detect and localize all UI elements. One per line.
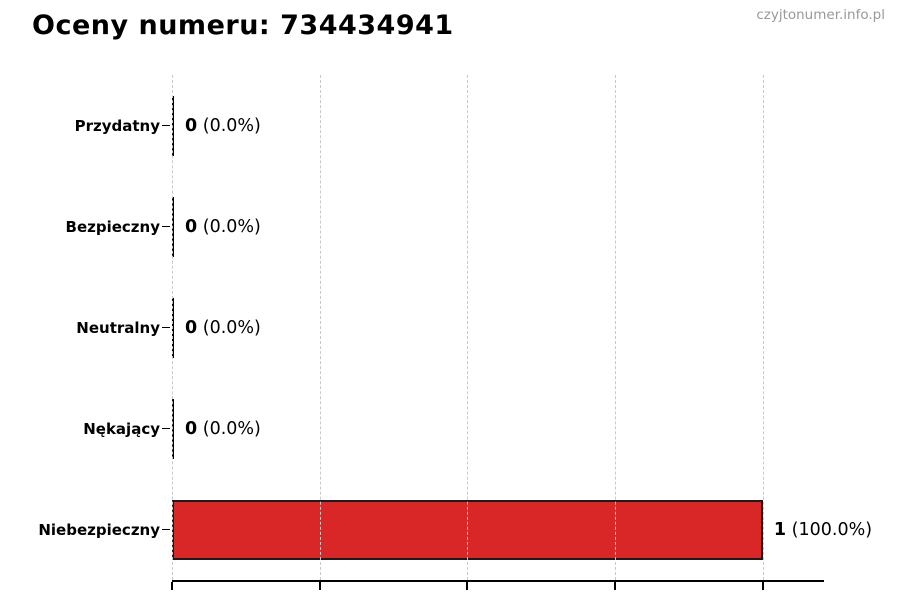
gridline: [467, 75, 469, 580]
value-count: 0: [185, 418, 198, 439]
y-axis-tick: [162, 124, 170, 126]
value-percent: (0.0%): [197, 115, 261, 136]
value-count: 1: [773, 519, 787, 540]
x-axis-tick: [171, 582, 173, 590]
value-label-niebezpieczny: 1 (100.0%): [774, 520, 872, 540]
gridline: [319, 75, 321, 580]
gridline: [762, 75, 764, 580]
category-label-nekajacy: Nękający: [83, 419, 160, 438]
x-axis-tick: [318, 582, 321, 590]
value-label-przydatny: 0 (0.0%): [185, 116, 261, 136]
x-axis-tick: [761, 582, 764, 590]
value-count: 0: [185, 115, 198, 136]
x-axis-tick: [614, 582, 617, 590]
value-percent: (0.0%): [197, 317, 261, 338]
bar-neutralny: [172, 297, 174, 358]
y-axis-tick: [162, 427, 170, 429]
value-label-neutralny: 0 (0.0%): [185, 318, 261, 338]
bar-nekajacy: [172, 398, 174, 459]
chart-title: Oceny numeru: 734434941: [32, 10, 454, 41]
value-label-bezpieczny: 0 (0.0%): [185, 217, 261, 237]
value-count: 0: [185, 317, 198, 338]
x-axis-tick: [466, 582, 469, 590]
y-axis-tick: [162, 528, 170, 530]
bar-bezpieczny: [172, 196, 174, 257]
gridline: [172, 75, 173, 580]
bar-przydatny: [172, 95, 174, 156]
watermark-text: czyjtonumer.info.pl: [756, 7, 885, 23]
x-axis-line: [172, 580, 824, 582]
value-label-nekajacy: 0 (0.0%): [185, 419, 261, 439]
value-percent: (0.0%): [197, 418, 261, 439]
category-label-niebezpieczny: Niebezpieczny: [38, 520, 160, 539]
category-label-bezpieczny: Bezpieczny: [65, 217, 160, 236]
gridline: [615, 75, 617, 580]
value-percent: (100.0%): [786, 519, 873, 540]
value-percent: (0.0%): [197, 216, 261, 237]
category-label-neutralny: Neutralny: [76, 318, 160, 337]
y-axis-tick: [162, 326, 170, 328]
category-label-przydatny: Przydatny: [74, 116, 160, 135]
value-count: 0: [185, 216, 198, 237]
y-axis-tick: [162, 225, 170, 227]
